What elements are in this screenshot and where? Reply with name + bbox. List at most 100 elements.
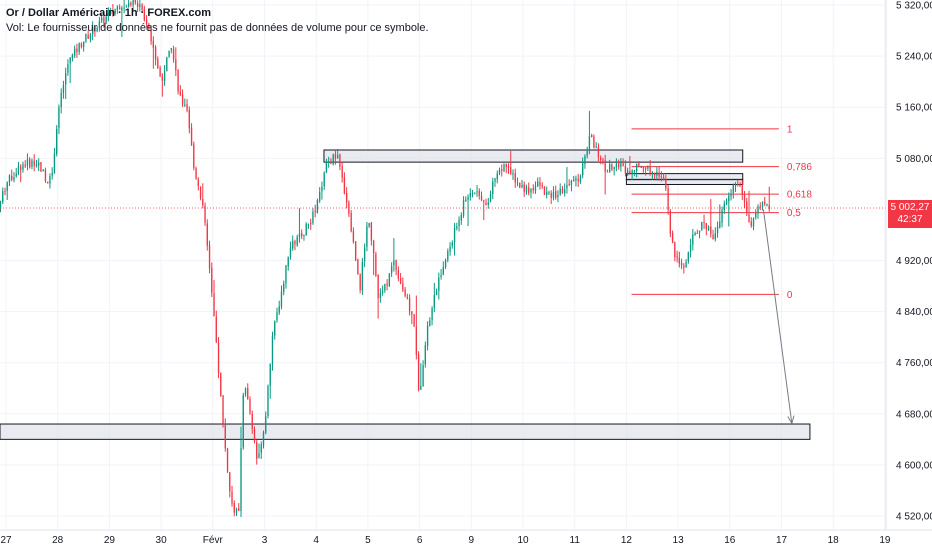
candle: [89, 32, 92, 43]
candle: [47, 181, 49, 184]
candle: [541, 182, 543, 189]
candle-body: [604, 159, 606, 172]
candle: [512, 169, 514, 181]
candle-body: [766, 204, 768, 206]
candle-body: [635, 163, 638, 172]
candle: [67, 59, 69, 76]
candle: [370, 221, 373, 246]
candle: [49, 173, 51, 189]
candle: [159, 65, 161, 77]
candle-body: [685, 261, 687, 268]
candle: [154, 45, 157, 66]
candle-body: [168, 50, 170, 57]
candle: [595, 142, 597, 149]
candle: [671, 230, 674, 244]
candle-body: [626, 170, 629, 173]
price-axis[interactable]: 5 320,00 5 240,00 5 160,00 5 080,00 4 920,00…: [885, 0, 932, 530]
candle-body: [166, 57, 168, 72]
candle: [339, 153, 341, 171]
candle-body: [6, 182, 8, 191]
candle-body: [78, 43, 80, 53]
candle-body: [229, 472, 231, 492]
candle: [620, 157, 622, 172]
candle: [716, 221, 719, 238]
candle-body: [599, 157, 602, 160]
small-zone: [625, 178, 744, 185]
price-tick-label: 4 920,00: [896, 256, 932, 267]
candle-body: [453, 228, 456, 243]
candle-body: [319, 191, 321, 201]
candle-body: [247, 388, 249, 399]
candle-body: [62, 85, 65, 93]
candle-body: [314, 210, 316, 212]
candle: [85, 33, 87, 43]
candle-body: [141, 4, 143, 10]
candle: [310, 218, 312, 230]
candle: [224, 418, 226, 452]
candle-body: [734, 184, 737, 186]
candle: [328, 156, 330, 168]
candle-body: [539, 181, 541, 186]
candle: [2, 187, 4, 205]
candle-body: [593, 136, 595, 148]
candle-body: [534, 185, 537, 192]
candle-body: [523, 184, 525, 192]
candle-body: [303, 234, 305, 236]
candle-body: [379, 293, 382, 298]
candle: [188, 106, 190, 134]
candle-body: [11, 175, 13, 180]
time-tick-label: 18: [828, 535, 840, 546]
zone-layer: [0, 149, 811, 440]
candle-body: [397, 270, 400, 279]
fibonacci-retracement[interactable]: 1 0,786 0,618 0,5 0: [631, 124, 813, 301]
candle: [485, 198, 487, 206]
candle-body: [492, 181, 494, 195]
candle-body: [0, 201, 2, 210]
candle-body: [384, 284, 386, 291]
candle-body: [51, 173, 53, 176]
candle: [253, 426, 256, 444]
candle: [537, 177, 539, 187]
candle: [559, 183, 561, 196]
candle-body: [381, 291, 384, 293]
candle: [631, 169, 633, 181]
candle-body: [667, 187, 669, 211]
candle-body: [521, 184, 523, 188]
candle: [442, 261, 444, 276]
candle-body: [543, 186, 546, 195]
candle: [732, 183, 734, 199]
time-axis[interactable]: 27 28 29 30 Févr 3 4 5 6 9 10 11 12 13 16 17 18 19: [0, 529, 932, 546]
candle: [701, 221, 703, 231]
candle-body: [67, 64, 69, 73]
candle-body: [114, 9, 116, 14]
candle: [98, 16, 101, 32]
candle-body: [755, 212, 757, 218]
candle: [494, 177, 496, 187]
candle-body: [202, 198, 204, 206]
candle-body: [298, 233, 301, 238]
candle: [629, 156, 631, 175]
candle-body: [145, 19, 148, 24]
candle: [20, 164, 22, 183]
candle: [593, 134, 595, 149]
symbol-title[interactable]: Or / Dollar Américain · 1h · FOREX.com: [6, 7, 211, 19]
candle-body: [660, 176, 663, 178]
candle-body: [253, 429, 256, 442]
candle: [289, 241, 292, 260]
candle: [543, 186, 546, 196]
candle-body: [31, 160, 33, 167]
candle-body: [651, 172, 654, 175]
candle-body: [152, 40, 155, 48]
candle-body: [469, 193, 471, 197]
candle: [145, 15, 148, 27]
candle-body: [732, 184, 734, 193]
candle: [399, 273, 402, 285]
candle-body: [8, 175, 11, 183]
candle-body: [555, 191, 557, 198]
candle: [737, 179, 739, 187]
candle-body: [175, 59, 177, 71]
candle-body: [238, 508, 240, 511]
candle-body: [703, 222, 705, 224]
